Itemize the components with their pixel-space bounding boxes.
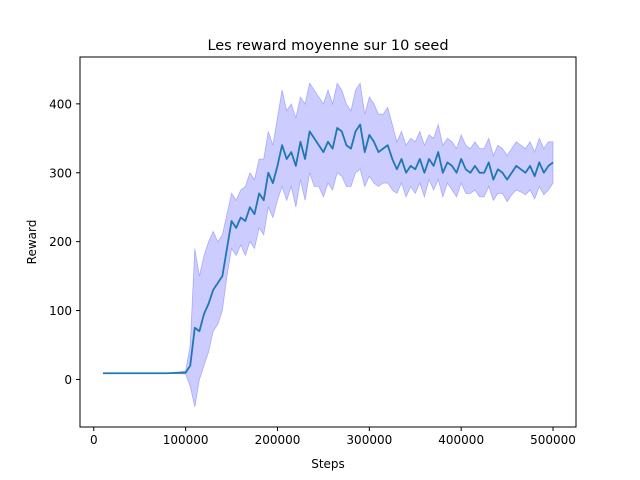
x-tick-label: 300000	[346, 433, 392, 447]
y-tick-label: 0	[64, 373, 72, 387]
y-tick-label: 300	[49, 166, 72, 180]
x-axis: 0 100000 200000 300000 400000 500000	[90, 427, 576, 447]
x-tick-label: 100000	[163, 433, 209, 447]
y-tick-label: 100	[49, 304, 72, 318]
y-tick-label: 400	[49, 97, 72, 111]
reward-std-band	[102, 82, 554, 408]
y-axis: 0 100 200 300 400	[49, 97, 80, 387]
x-tick-label: 500000	[530, 433, 576, 447]
chart-title: Les reward moyenne sur 10 seed	[207, 38, 448, 54]
x-tick-label: 0	[90, 433, 98, 447]
plot-area	[102, 82, 554, 408]
y-axis-label: Reward	[25, 220, 39, 265]
x-tick-label: 400000	[438, 433, 484, 447]
x-axis-label: Steps	[311, 457, 345, 471]
reward-mean-line	[102, 123, 554, 375]
x-tick-label: 200000	[255, 433, 301, 447]
y-tick-label: 200	[49, 235, 72, 249]
